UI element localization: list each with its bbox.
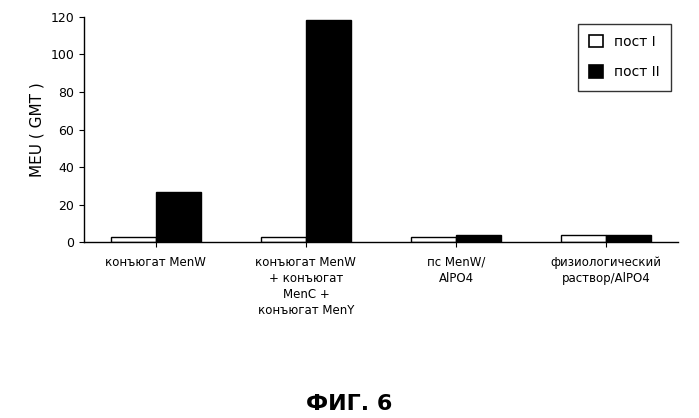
- Bar: [111, 237, 156, 242]
- Bar: [411, 237, 456, 242]
- Y-axis label: MEU ( GMT ): MEU ( GMT ): [30, 82, 45, 177]
- Text: ФИГ. 6: ФИГ. 6: [306, 394, 393, 414]
- Bar: [156, 191, 201, 242]
- Bar: [456, 235, 501, 242]
- Legend: пост I, пост II: пост I, пост II: [578, 24, 671, 91]
- Bar: [306, 20, 351, 242]
- Bar: [561, 235, 606, 242]
- Bar: [606, 235, 651, 242]
- Bar: [261, 237, 306, 242]
